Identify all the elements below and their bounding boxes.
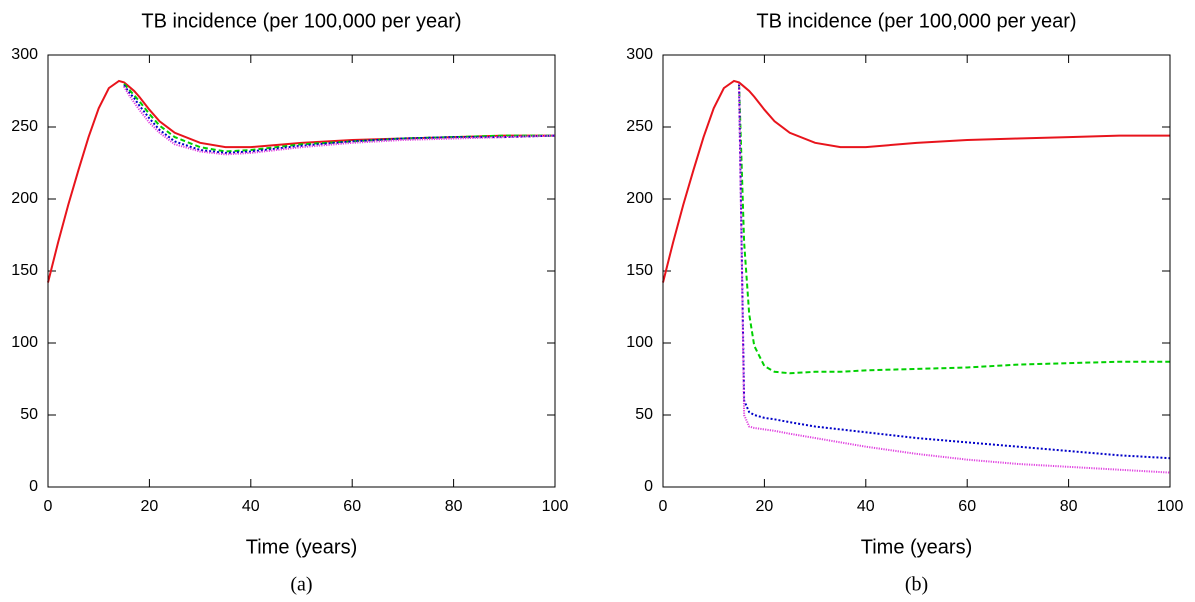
x-tick-label: 40 bbox=[857, 498, 875, 515]
series-line bbox=[738, 83, 1171, 474]
x-tick-label: 20 bbox=[756, 498, 774, 515]
x-tick-label: 60 bbox=[958, 498, 976, 515]
y-tick-label: 200 bbox=[626, 190, 653, 207]
x-tick-label: 0 bbox=[44, 498, 53, 515]
chart-title: TB incidence (per 100,000 per year) bbox=[141, 10, 461, 32]
x-axis-label: Time (years) bbox=[246, 536, 357, 558]
caption: (b) bbox=[905, 574, 928, 596]
series-line bbox=[738, 83, 1170, 375]
y-tick-label: 0 bbox=[644, 478, 653, 495]
x-tick-label: 100 bbox=[1157, 498, 1184, 515]
series-line bbox=[123, 86, 556, 156]
x-tick-label: 0 bbox=[659, 498, 668, 515]
y-tick-label: 300 bbox=[626, 46, 653, 63]
y-tick-label: 50 bbox=[635, 406, 653, 423]
x-tick-label: 40 bbox=[242, 498, 260, 515]
y-tick-label: 150 bbox=[11, 262, 38, 279]
y-tick-label: 150 bbox=[626, 262, 653, 279]
y-tick-label: 300 bbox=[11, 46, 38, 63]
y-tick-label: 250 bbox=[11, 118, 38, 135]
series-line bbox=[123, 84, 556, 154]
caption: (a) bbox=[290, 574, 312, 596]
series-line bbox=[738, 83, 1171, 460]
x-tick-label: 100 bbox=[542, 498, 569, 515]
series-line bbox=[123, 83, 555, 153]
x-tick-label: 60 bbox=[343, 498, 361, 515]
y-tick-label: 250 bbox=[626, 118, 653, 135]
x-axis-label: Time (years) bbox=[861, 536, 972, 558]
chart-title: TB incidence (per 100,000 per year) bbox=[756, 10, 1076, 32]
series-line bbox=[662, 79, 1170, 283]
plot-frame bbox=[662, 54, 1171, 488]
x-tick-label: 80 bbox=[445, 498, 463, 515]
y-tick-label: 50 bbox=[20, 406, 38, 423]
y-tick-label: 0 bbox=[29, 478, 38, 495]
y-tick-label: 100 bbox=[626, 334, 653, 351]
series-line bbox=[47, 79, 555, 283]
y-tick-label: 100 bbox=[11, 334, 38, 351]
plot-frame bbox=[47, 54, 556, 488]
x-tick-label: 80 bbox=[1060, 498, 1078, 515]
x-tick-label: 20 bbox=[141, 498, 159, 515]
y-tick-label: 200 bbox=[11, 190, 38, 207]
